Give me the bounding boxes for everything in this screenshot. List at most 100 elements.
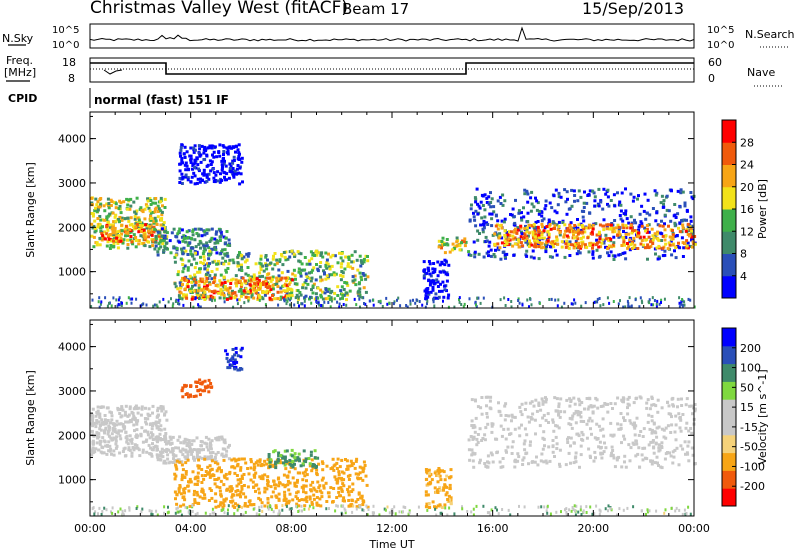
echo-cell (192, 395, 196, 398)
echo-cell (555, 447, 559, 450)
echo-cell (579, 230, 583, 234)
echo-cell (358, 295, 362, 299)
echo-cell (642, 209, 646, 213)
echo-cell (223, 175, 226, 179)
echo-cell (224, 268, 228, 272)
echo-cell (105, 217, 109, 221)
echo-cell (126, 414, 130, 418)
echo-cell (175, 507, 178, 511)
echo-cell (174, 463, 178, 467)
echo-cell (579, 246, 583, 250)
echo-cell (525, 249, 529, 253)
echo-cell (215, 469, 219, 473)
echo-cell (336, 285, 340, 289)
echo-cell (486, 454, 490, 458)
echo-cell (442, 295, 446, 299)
echo-cell (408, 511, 411, 515)
echo-cell (182, 495, 186, 499)
echo-cell (621, 219, 625, 223)
echo-cell (259, 476, 263, 480)
colorbar-segment (722, 209, 736, 232)
echo-cell (212, 171, 216, 175)
freq-strip-frame (89, 57, 695, 83)
echo-cell (113, 215, 117, 219)
echo-cell (587, 419, 591, 423)
echo-cell (180, 228, 184, 232)
echo-cell (122, 425, 126, 429)
echo-cell (580, 513, 583, 516)
echo-cell (628, 248, 632, 252)
echo-cell (117, 207, 121, 210)
echo-cell (327, 295, 331, 298)
echo-cell (534, 220, 538, 224)
echo-cell (154, 197, 158, 200)
echo-cell (480, 412, 484, 416)
echo-cell (599, 428, 603, 432)
echo-cell (178, 151, 182, 155)
echo-cell (572, 412, 576, 416)
echo-cell (595, 248, 599, 252)
echo-cell (681, 413, 685, 416)
echo-cell (181, 453, 185, 457)
echo-cell (252, 273, 256, 277)
echo-cell (391, 511, 394, 515)
echo-cell (325, 266, 329, 270)
echo-cell (187, 480, 190, 484)
echo-cell (187, 259, 191, 263)
echo-cell (155, 223, 159, 226)
echo-cell (183, 264, 187, 268)
echo-cell (158, 231, 162, 235)
echo-cell (680, 302, 683, 306)
echo-cell (471, 451, 475, 455)
echo-cell (240, 457, 244, 461)
echo-cell (98, 215, 102, 218)
echo-cell (537, 404, 541, 407)
echo-cell (271, 267, 275, 271)
echo-cell (494, 248, 497, 252)
echo-cell (634, 454, 638, 458)
echo-cell (210, 459, 214, 463)
freq-trace (90, 62, 694, 75)
echo-cell (437, 239, 441, 243)
echo-cell (563, 301, 566, 305)
echo-cell (504, 304, 507, 307)
echo-cell (189, 236, 193, 240)
echo-cell (327, 287, 331, 291)
echo-cell (266, 258, 269, 262)
echo-cell (258, 294, 261, 298)
echo-cell (613, 465, 617, 469)
echo-cell (195, 181, 199, 185)
echo-cell (233, 367, 237, 371)
echo-cell (353, 274, 357, 278)
echo-cell (501, 457, 505, 460)
echo-cell (243, 279, 247, 283)
echo-cell (534, 233, 538, 237)
echo-cell (474, 224, 478, 228)
echo-cell (472, 513, 475, 517)
echo-cell (205, 231, 209, 235)
echo-cell (156, 230, 160, 234)
echo-cell (686, 241, 690, 245)
echo-cell (189, 157, 193, 161)
echo-cell (285, 500, 289, 504)
echo-cell (208, 159, 212, 163)
echo-cell (304, 272, 308, 276)
echo-cell (603, 402, 607, 405)
echo-cell (266, 480, 270, 484)
echo-cell (258, 513, 261, 517)
echo-cell (219, 470, 223, 474)
echo-cell (143, 236, 147, 240)
echo-cell (212, 296, 216, 300)
echo-cell (267, 455, 271, 459)
echo-cell (218, 235, 222, 239)
echo-cell (277, 451, 281, 455)
echo-cell (198, 393, 202, 397)
echo-cell (232, 155, 236, 159)
echo-cell (228, 286, 232, 290)
echo-cell (633, 243, 637, 247)
echo-cell (443, 284, 447, 288)
echo-cell (126, 442, 130, 446)
echo-cell (153, 216, 157, 220)
echo-cell (511, 244, 515, 248)
echo-cell (114, 206, 118, 210)
